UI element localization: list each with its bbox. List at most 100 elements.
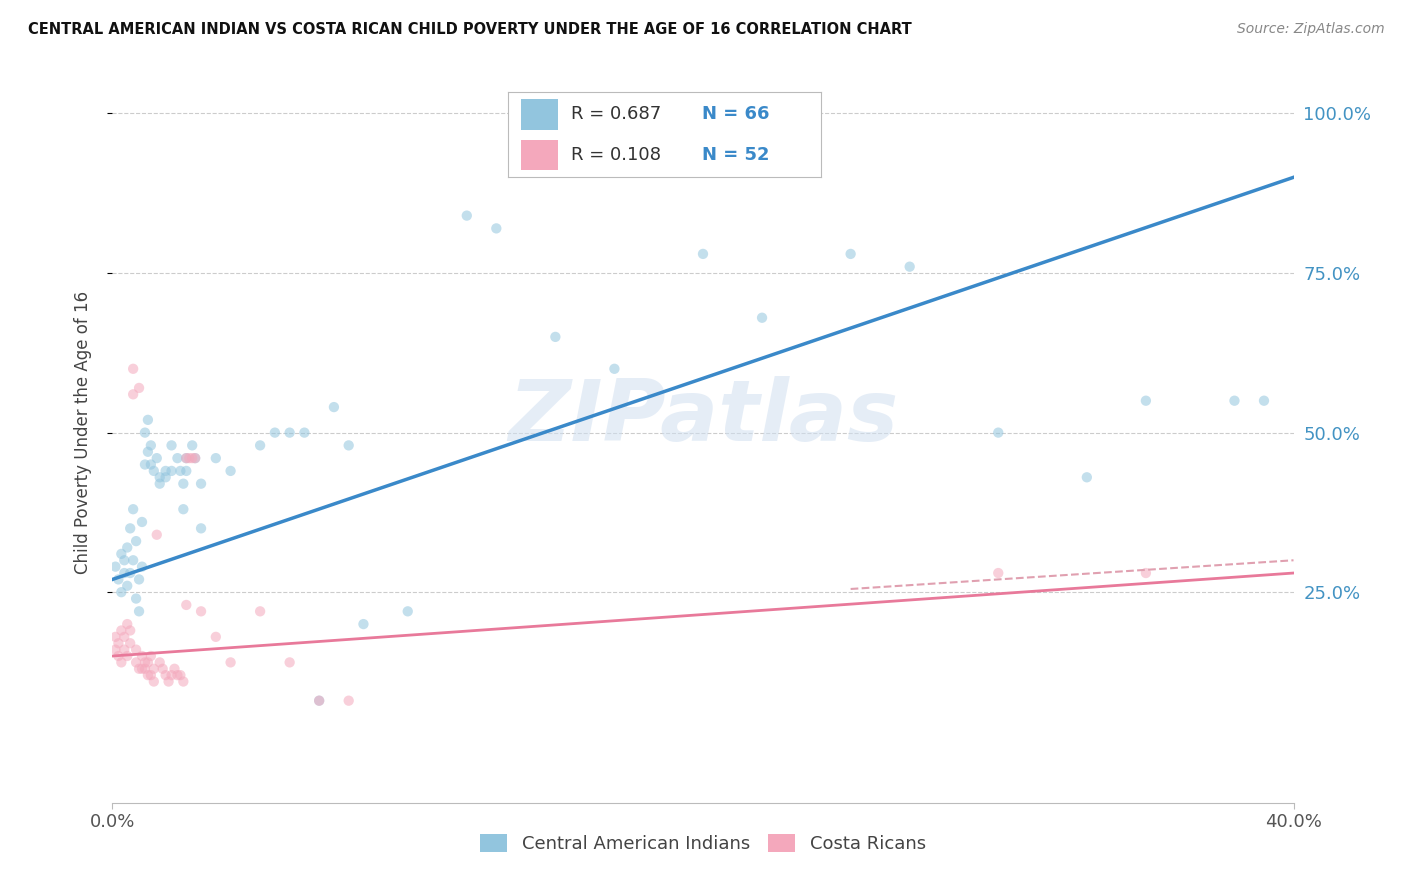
Point <box>125 534 148 549</box>
Point <box>136 444 159 458</box>
Point <box>264 425 287 440</box>
Point <box>839 247 862 261</box>
Point <box>160 464 183 478</box>
Point <box>1135 393 1157 408</box>
Point <box>169 668 191 682</box>
Point <box>157 674 180 689</box>
Legend: Central American Indians, Costa Ricans: Central American Indians, Costa Ricans <box>472 827 934 861</box>
Point <box>155 470 177 484</box>
Point <box>131 648 153 663</box>
Point <box>142 674 165 689</box>
Point <box>352 617 374 632</box>
Point <box>125 656 148 670</box>
Point <box>603 361 626 376</box>
Point <box>139 458 162 472</box>
Point <box>337 438 360 452</box>
Point <box>104 630 127 644</box>
Point <box>107 648 129 663</box>
Point <box>184 451 207 466</box>
Point <box>692 247 714 261</box>
Point <box>987 425 1010 440</box>
Point <box>205 630 228 644</box>
Point <box>131 515 153 529</box>
Point <box>278 425 301 440</box>
Point <box>110 585 132 599</box>
Point <box>155 464 177 478</box>
Point <box>134 425 156 440</box>
Point <box>190 521 212 535</box>
Point <box>249 604 271 618</box>
Point <box>181 451 204 466</box>
Point <box>308 694 330 708</box>
Point <box>110 656 132 670</box>
Point <box>146 527 169 541</box>
Text: CENTRAL AMERICAN INDIAN VS COSTA RICAN CHILD POVERTY UNDER THE AGE OF 16 CORRELA: CENTRAL AMERICAN INDIAN VS COSTA RICAN C… <box>28 22 912 37</box>
Point <box>205 451 228 466</box>
Point <box>120 566 142 580</box>
Point <box>169 464 191 478</box>
Point <box>131 559 153 574</box>
Point <box>107 573 129 587</box>
Point <box>128 604 150 618</box>
Point <box>104 559 127 574</box>
Point <box>117 579 138 593</box>
Point <box>1135 566 1157 580</box>
Point <box>172 502 194 516</box>
Point <box>152 662 174 676</box>
Point <box>172 674 194 689</box>
Point <box>149 476 172 491</box>
Point <box>112 566 135 580</box>
Point <box>136 668 159 682</box>
Point <box>134 458 156 472</box>
Point <box>110 624 132 638</box>
Point <box>485 221 508 235</box>
Point <box>146 451 169 466</box>
Point <box>112 553 135 567</box>
Point <box>163 662 186 676</box>
Point <box>122 553 145 567</box>
Point <box>134 656 156 670</box>
Point <box>174 451 197 466</box>
Point <box>139 648 162 663</box>
Point <box>219 464 242 478</box>
Point <box>128 573 150 587</box>
Point <box>160 668 183 682</box>
Point <box>136 656 159 670</box>
Point <box>172 476 194 491</box>
Point <box>166 668 188 682</box>
Point <box>181 438 204 452</box>
Point <box>110 547 132 561</box>
Point <box>142 662 165 676</box>
Point <box>987 566 1010 580</box>
Point <box>174 464 197 478</box>
Point <box>120 624 142 638</box>
Point <box>125 591 148 606</box>
Point <box>1223 393 1246 408</box>
Point <box>155 668 177 682</box>
Point <box>190 476 212 491</box>
Point <box>134 662 156 676</box>
Point <box>112 642 135 657</box>
Point <box>1076 470 1098 484</box>
Point <box>190 604 212 618</box>
Point <box>149 656 172 670</box>
Point <box>128 662 150 676</box>
Point <box>122 361 145 376</box>
Point <box>456 209 478 223</box>
Point <box>337 694 360 708</box>
Text: Source: ZipAtlas.com: Source: ZipAtlas.com <box>1237 22 1385 37</box>
Text: ZIPatlas: ZIPatlas <box>508 376 898 459</box>
Point <box>898 260 921 274</box>
Point <box>179 451 201 466</box>
Point <box>117 617 138 632</box>
Point <box>107 636 129 650</box>
Point <box>112 630 135 644</box>
Point <box>323 400 346 414</box>
Point <box>544 330 567 344</box>
Point <box>184 451 207 466</box>
Point <box>122 502 145 516</box>
Point <box>122 387 145 401</box>
Point <box>104 642 127 657</box>
Point <box>249 438 271 452</box>
Y-axis label: Child Poverty Under the Age of 16: Child Poverty Under the Age of 16 <box>73 291 91 574</box>
